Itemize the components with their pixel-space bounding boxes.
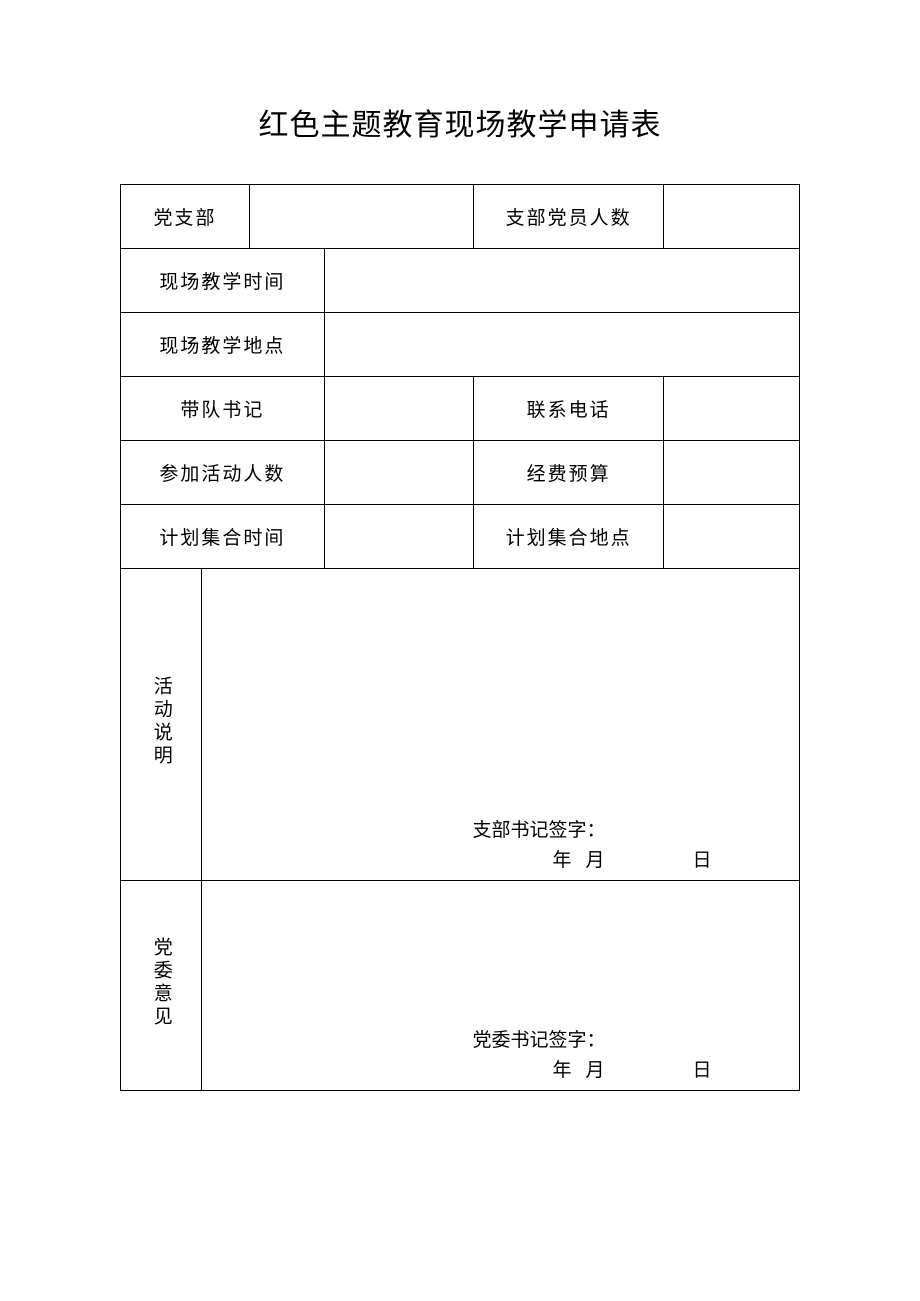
committee-signature-label: 党委书记签字：	[472, 1025, 605, 1052]
date-day: 日	[692, 1055, 711, 1082]
label-budget: 经费预算	[474, 441, 664, 505]
input-gathering-location[interactable]	[664, 505, 800, 569]
label-party-branch: 党支部	[121, 185, 250, 249]
label-gathering-location: 计划集合地点	[474, 505, 664, 569]
application-form-table: 党支部 支部党员人数 现场教学时间 现场教学地点 带队书记 联系电话 参加活动人…	[120, 184, 800, 1091]
table-row: 现场教学地点	[121, 313, 800, 377]
date-day: 日	[692, 845, 711, 872]
label-gathering-time: 计划集合时间	[121, 505, 325, 569]
label-member-count: 支部党员人数	[474, 185, 664, 249]
form-title: 红色主题教育现场教学申请表	[120, 100, 800, 144]
table-row: 党委意见 党委书记签字： 年月 日	[121, 881, 800, 1091]
label-committee-opinion: 党委意见	[121, 881, 202, 1091]
input-contact-phone[interactable]	[664, 377, 800, 441]
input-team-leader[interactable]	[324, 377, 473, 441]
table-row: 带队书记 联系电话	[121, 377, 800, 441]
input-participant-count[interactable]	[324, 441, 473, 505]
input-budget[interactable]	[664, 441, 800, 505]
input-committee-opinion[interactable]: 党委书记签字： 年月 日	[202, 881, 800, 1091]
label-contact-phone: 联系电话	[474, 377, 664, 441]
label-teaching-location: 现场教学地点	[121, 313, 325, 377]
input-party-branch[interactable]	[249, 185, 473, 249]
label-teaching-time: 现场教学时间	[121, 249, 325, 313]
input-member-count[interactable]	[664, 185, 800, 249]
table-row: 党支部 支部党员人数	[121, 185, 800, 249]
input-teaching-time[interactable]	[324, 249, 799, 313]
input-teaching-location[interactable]	[324, 313, 799, 377]
table-row: 现场教学时间	[121, 249, 800, 313]
table-row: 活动说明 支部书记签字： 年月 日	[121, 569, 800, 881]
input-activity-description[interactable]: 支部书记签字： 年月 日	[202, 569, 800, 881]
table-row: 计划集合时间 计划集合地点	[121, 505, 800, 569]
label-participant-count: 参加活动人数	[121, 441, 325, 505]
branch-signature-label: 支部书记签字：	[472, 815, 605, 842]
label-team-leader: 带队书记	[121, 377, 325, 441]
table-row: 参加活动人数 经费预算	[121, 441, 800, 505]
date-year-month: 年月	[552, 845, 618, 872]
date-year-month: 年月	[552, 1055, 618, 1082]
input-gathering-time[interactable]	[324, 505, 473, 569]
label-activity-description: 活动说明	[121, 569, 202, 881]
